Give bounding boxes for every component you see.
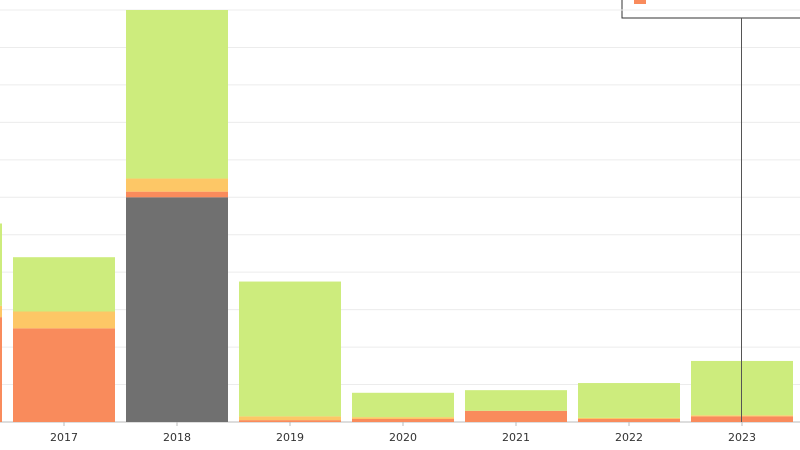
bar-segment — [0, 305, 2, 318]
bar-segment — [13, 257, 115, 312]
bar-segment — [352, 392, 454, 418]
bar-segment — [239, 281, 341, 417]
bar-segment — [578, 419, 680, 422]
bar-segment — [13, 328, 115, 422]
legend-box — [621, 0, 800, 19]
bar-segment — [578, 417, 680, 420]
x-tick-label: 2018 — [163, 431, 191, 444]
x-tick-label: 2017 — [50, 431, 78, 444]
x-tick-label: 2022 — [615, 431, 643, 444]
bar-segment — [0, 223, 2, 306]
bar-segment — [0, 317, 2, 422]
bar-segment — [126, 178, 228, 192]
bar-segment — [239, 416, 341, 421]
bar-segment — [126, 191, 228, 198]
x-tick-label: 2023 — [728, 431, 756, 444]
legend-swatch — [634, 0, 646, 4]
x-tick-label: 2021 — [502, 431, 530, 444]
bar-segment — [578, 383, 680, 418]
bar-segment — [126, 197, 228, 422]
bar-segment — [465, 410, 567, 422]
bar-segment — [13, 311, 115, 329]
bar-segment — [352, 417, 454, 420]
bar-segment — [239, 420, 341, 422]
bar-segment — [126, 10, 228, 179]
bar-segment — [465, 390, 567, 411]
bar-segment — [352, 419, 454, 422]
x-tick-label: 2019 — [276, 431, 304, 444]
x-tick-label: 2020 — [389, 431, 417, 444]
